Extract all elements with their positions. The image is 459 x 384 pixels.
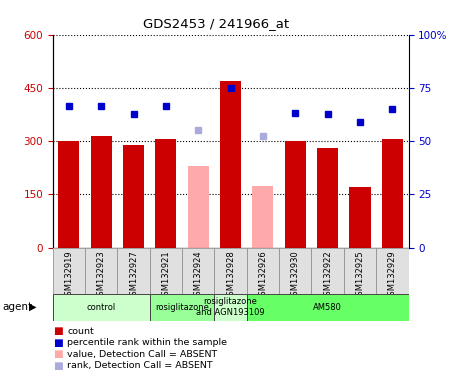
Bar — [252, 185, 274, 248]
Text: GSM132930: GSM132930 — [291, 250, 300, 301]
Text: rosiglitazone: rosiglitazone — [155, 303, 209, 312]
Text: GSM132927: GSM132927 — [129, 250, 138, 301]
Text: GSM132919: GSM132919 — [64, 250, 73, 301]
Bar — [312, 248, 344, 294]
Bar — [317, 148, 338, 248]
Text: GSM132921: GSM132921 — [162, 250, 170, 301]
Bar — [91, 136, 112, 248]
Bar — [182, 248, 214, 294]
Bar — [188, 166, 209, 248]
Bar — [285, 141, 306, 248]
Text: GSM132929: GSM132929 — [388, 250, 397, 301]
Bar — [214, 248, 247, 294]
Bar — [220, 81, 241, 248]
Bar — [214, 294, 247, 321]
Bar — [247, 248, 279, 294]
Bar — [156, 139, 176, 248]
Bar — [53, 248, 85, 294]
Text: GSM132923: GSM132923 — [97, 250, 106, 301]
Text: GSM132924: GSM132924 — [194, 250, 203, 301]
Bar — [85, 248, 118, 294]
Bar — [349, 187, 370, 248]
Text: ■: ■ — [53, 361, 62, 371]
Bar — [118, 248, 150, 294]
Text: ■: ■ — [53, 338, 62, 348]
Text: value, Detection Call = ABSENT: value, Detection Call = ABSENT — [67, 349, 218, 359]
Bar — [150, 294, 214, 321]
Text: GSM132925: GSM132925 — [356, 250, 364, 301]
Bar — [247, 294, 409, 321]
Text: agent: agent — [2, 302, 33, 312]
Bar — [376, 248, 409, 294]
Bar — [150, 248, 182, 294]
Bar — [58, 141, 79, 248]
Text: percentile rank within the sample: percentile rank within the sample — [67, 338, 228, 347]
Bar — [123, 145, 144, 248]
Text: GDS2453 / 241966_at: GDS2453 / 241966_at — [143, 17, 289, 30]
Text: ■: ■ — [53, 349, 62, 359]
Text: ■: ■ — [53, 326, 62, 336]
Text: control: control — [87, 303, 116, 312]
Text: GSM132922: GSM132922 — [323, 250, 332, 301]
Text: rank, Detection Call = ABSENT: rank, Detection Call = ABSENT — [67, 361, 213, 370]
Text: GSM132928: GSM132928 — [226, 250, 235, 301]
Text: rosiglitazone
and AGN193109: rosiglitazone and AGN193109 — [196, 298, 265, 317]
Bar — [344, 248, 376, 294]
Bar — [279, 248, 312, 294]
Bar — [382, 139, 403, 248]
Text: GSM132926: GSM132926 — [258, 250, 268, 301]
Text: AM580: AM580 — [313, 303, 342, 312]
Text: ▶: ▶ — [29, 302, 36, 312]
Bar — [53, 294, 150, 321]
Text: count: count — [67, 326, 94, 336]
